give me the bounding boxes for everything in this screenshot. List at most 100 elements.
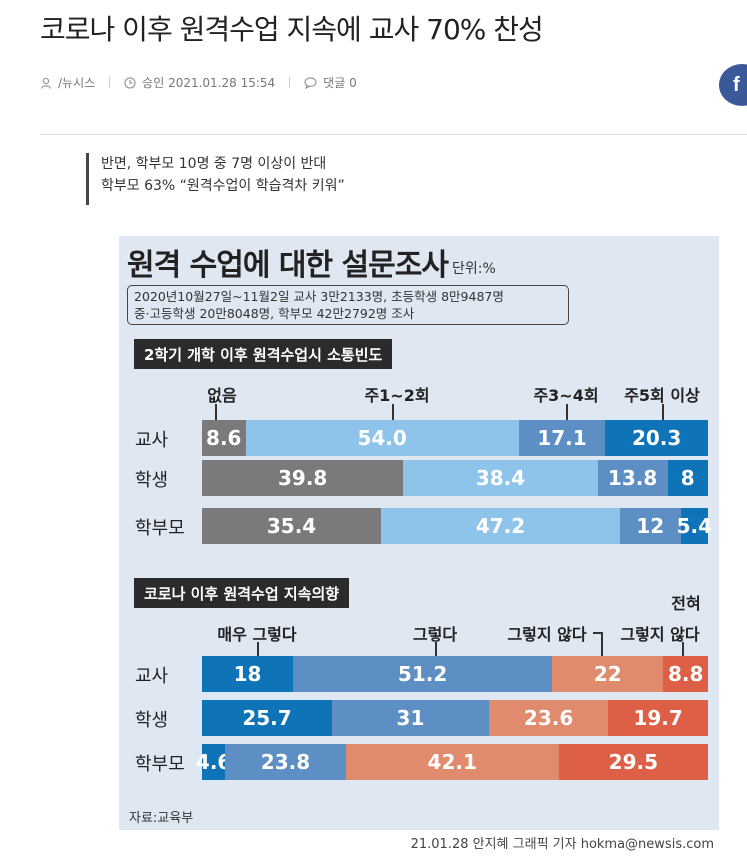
chart-2-segment: 25.7 — [202, 700, 333, 736]
chart-2-segment: 31 — [332, 700, 489, 736]
chart-1-value-label: 54.0 — [357, 426, 407, 450]
author: /뉴시스 — [40, 74, 95, 91]
chart-2-legend-label: 그렇지 않다 — [507, 625, 587, 644]
chart-2-value-label: 19.7 — [633, 706, 683, 730]
chart-1-title: 2학기 개학 이후 원격수업시 소통빈도 — [134, 339, 393, 369]
graphic-title: 원격 수업에 대한 설문조사 — [127, 248, 449, 283]
chart-1-segment: 38.4 — [403, 460, 598, 496]
chart-2-bar-row: 4.6 23.8 42.1 29.5 — [196, 744, 708, 780]
chart-1-value-label: 39.8 — [278, 466, 328, 490]
chart-2-segment: 19.7 — [608, 700, 708, 736]
user-icon — [40, 77, 52, 89]
chart-2-bar-row: 25.7 31 23.6 19.7 — [202, 700, 708, 736]
chart-1-legend-tick — [215, 404, 217, 420]
chart-1-legend-label: 없음 — [207, 386, 237, 405]
chart-1-bar-row: 39.8 38.4 13.8 8 — [202, 460, 708, 496]
chart-1-value-label: 5.4 — [676, 514, 713, 538]
chart-1-value-label: 38.4 — [475, 466, 526, 490]
chart-1-value-label: 20.3 — [631, 426, 682, 450]
chart-1-value-label: 17.1 — [537, 426, 587, 450]
article-subheads: 반면, 학부모 10명 중 7명 이상이 반대 학부모 63% “원격수업이 학… — [86, 153, 345, 205]
chart-2-legend-label: 그렇지 않다 — [620, 625, 700, 644]
chart-2-row-label: 학부모 — [135, 754, 185, 775]
chart-1-segment: 47.2 — [381, 508, 620, 544]
author-name: /뉴시스 — [58, 76, 96, 90]
chart-2-segment: 29.5 — [558, 744, 708, 780]
chart-1-segment: 17.1 — [518, 420, 606, 456]
chart-1-segment: 8.6 — [202, 420, 246, 456]
chart-2-value-label: 23.8 — [260, 750, 311, 774]
meta-divider — [109, 77, 111, 88]
chart-1-legend-label: 주1~2회 — [364, 386, 430, 405]
chart-1-legend-tick — [662, 404, 664, 420]
facebook-share-button[interactable]: f — [719, 64, 747, 106]
chart-2-value-label: 25.7 — [242, 706, 292, 730]
graphic-credit: 21.01.28 안지혜 그래픽 기자 hokma@newsis.com — [410, 837, 714, 852]
chart-2-legend-tick — [435, 642, 437, 656]
chart-2-legend-tick — [682, 642, 684, 656]
chart-1-value-label: 13.8 — [607, 466, 658, 490]
chart-2-value-label: 23.6 — [523, 706, 574, 730]
chart-1-segment: 13.8 — [597, 460, 668, 496]
chart-2-value-label: 51.2 — [397, 662, 448, 686]
chart-1-legend-tick — [392, 404, 394, 420]
chart-2-legend-label: 전혀 — [671, 594, 701, 613]
publish-time: 승인 2021.01.28 15:54 — [124, 74, 275, 91]
chart-1-value-label: 35.4 — [266, 514, 317, 538]
subhead-line: 학부모 63% “원격수업이 학습격차 키워” — [101, 178, 345, 194]
comment-link[interactable]: 댓글 0 — [304, 74, 357, 91]
chart-1-segment: 39.8 — [202, 460, 404, 496]
chart-1-row-label: 학부모 — [135, 518, 185, 539]
chart-2-value-label: 42.1 — [427, 750, 477, 774]
chart-1-segment: 54.0 — [245, 420, 519, 456]
chart-1-row-label: 교사 — [135, 430, 169, 451]
comment-icon — [304, 76, 317, 89]
chart-2-legend-label: 그렇다 — [412, 625, 458, 644]
chart-2-legend-label: 매우 그렇다 — [217, 625, 297, 644]
facebook-icon: f — [733, 73, 740, 96]
chart-2-segment: 18 — [202, 656, 294, 692]
chart-2-row-label: 교사 — [135, 666, 169, 687]
chart-2-value-label: 8.8 — [668, 662, 704, 686]
chart-1-segment: 20.3 — [605, 420, 708, 456]
chart-1-value-label: 8 — [680, 466, 695, 490]
meta-divider — [289, 77, 291, 88]
chart-2-value-label: 18 — [233, 662, 262, 686]
article-meta: /뉴시스 승인 2021.01.28 15:54 댓글 0 — [40, 74, 357, 91]
chart-2-segment: 23.8 — [225, 744, 346, 780]
publish-time-text: 승인 2021.01.28 15:54 — [142, 76, 276, 90]
chart-2-segment: 4.6 — [196, 744, 231, 780]
chart-1-value-label: 12 — [636, 514, 665, 538]
chart-2-segment: 23.6 — [488, 700, 609, 736]
subhead-line: 반면, 학부모 10명 중 7명 이상이 반대 — [101, 156, 327, 172]
article-headline: 코로나 이후 원격수업 지속에 교사 70% 찬성 — [40, 13, 544, 46]
chart-2-title: 코로나 이후 원격수업 지속의향 — [134, 578, 350, 608]
survey-info-line: 2020년10월27일~11월2일 교사 3만2133명, 초등학생 8만948… — [134, 289, 504, 304]
survey-infographic: 원격 수업에 대한 설문조사 단위:% 2020년10월27일~11월2일 교사… — [119, 236, 719, 830]
survey-info-box: 2020년10월27일~11월2일 교사 3만2133명, 초등학생 8만948… — [127, 285, 569, 325]
header-divider — [40, 134, 747, 135]
chart-2-segment: 42.1 — [345, 744, 559, 780]
chart-1-bar-row: 8.6 54.0 17.1 20.3 — [202, 420, 708, 456]
chart-2-legend-tick — [601, 632, 603, 656]
chart-2-legend-tick — [257, 642, 259, 656]
chart-2-bar-row: 18 51.2 22 8.8 — [202, 656, 708, 692]
chart-2-value-label: 31 — [396, 706, 425, 730]
chart-1-segment: 12 — [619, 508, 681, 544]
chart-1-legend-label: 주5회 이상 — [624, 386, 700, 405]
chart-1-value-label: 47.2 — [475, 514, 526, 538]
chart-2-value-label: 29.5 — [608, 750, 659, 774]
chart-2-legend-connector — [593, 632, 603, 634]
chart-2-row-label: 학생 — [135, 710, 169, 731]
chart-1-bar-row: 35.4 47.2 12 5.4 — [202, 508, 712, 544]
clock-icon — [124, 76, 136, 89]
chart-2-segment: 8.8 — [663, 656, 708, 692]
graphic-source: 자료:교육부 — [129, 811, 194, 826]
chart-1-value-label: 8.6 — [206, 426, 242, 450]
chart-2-segment: 22 — [552, 656, 664, 692]
chart-1-legend-tick — [566, 404, 568, 420]
graphic-unit: 단위:% — [452, 261, 496, 277]
chart-1-segment: 8 — [667, 460, 708, 496]
chart-2-value-label: 22 — [593, 662, 622, 686]
chart-1-row-label: 학생 — [135, 470, 169, 491]
